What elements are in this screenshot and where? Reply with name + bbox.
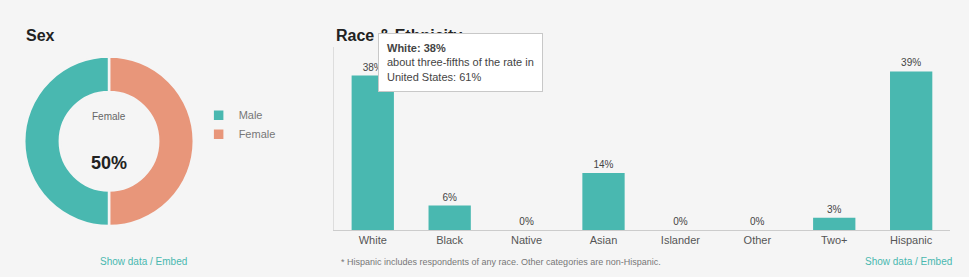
- svg-text:White: White: [359, 234, 387, 246]
- svg-text:14%: 14%: [593, 159, 613, 170]
- svg-text:Female: Female: [92, 111, 126, 122]
- svg-text:Hispanic: Hispanic: [890, 234, 933, 246]
- svg-text:Asian: Asian: [590, 234, 618, 246]
- svg-text:38%: 38%: [363, 62, 383, 73]
- svg-text:0%: 0%: [519, 216, 534, 227]
- svg-text:0%: 0%: [750, 216, 765, 227]
- svg-text:Islander: Islander: [661, 234, 700, 246]
- svg-text:50%: 50%: [91, 153, 127, 173]
- svg-text:6%: 6%: [442, 192, 457, 203]
- svg-text:Race & Ethnicity: Race & Ethnicity: [336, 27, 462, 44]
- svg-text:39%: 39%: [901, 57, 921, 68]
- svg-text:Two+: Two+: [821, 234, 848, 246]
- svg-text:* Hispanic includes respondent: * Hispanic includes respondents of any r…: [341, 257, 661, 267]
- svg-text:Show data / Embed: Show data / Embed: [865, 256, 952, 267]
- svg-text:Show data / Embed: Show data / Embed: [100, 256, 187, 267]
- svg-text:Native: Native: [511, 234, 542, 246]
- svg-text:Male: Male: [239, 109, 263, 121]
- svg-text:3%: 3%: [827, 204, 842, 215]
- svg-text:Female: Female: [239, 128, 276, 140]
- svg-text:Black: Black: [436, 234, 463, 246]
- svg-text:Sex: Sex: [26, 27, 55, 44]
- svg-text:White: 38%about three-fifths o: White: 38%about three-fifths of the rate…: [387, 42, 534, 83]
- svg-text:Other: Other: [744, 234, 772, 246]
- svg-text:0%: 0%: [673, 216, 688, 227]
